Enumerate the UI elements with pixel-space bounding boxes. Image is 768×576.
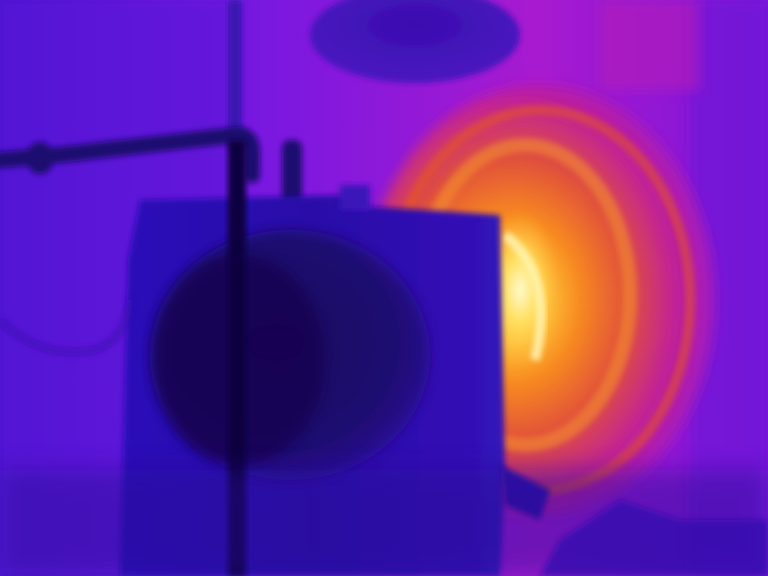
upper-round-object xyxy=(310,0,520,83)
lower-right-debris xyxy=(540,500,768,576)
vertical-rod-front xyxy=(228,140,246,576)
dark-disc xyxy=(150,230,430,480)
upper-wall-panel xyxy=(600,0,700,90)
left-cable xyxy=(0,299,133,355)
vertical-rod-top xyxy=(228,0,242,150)
